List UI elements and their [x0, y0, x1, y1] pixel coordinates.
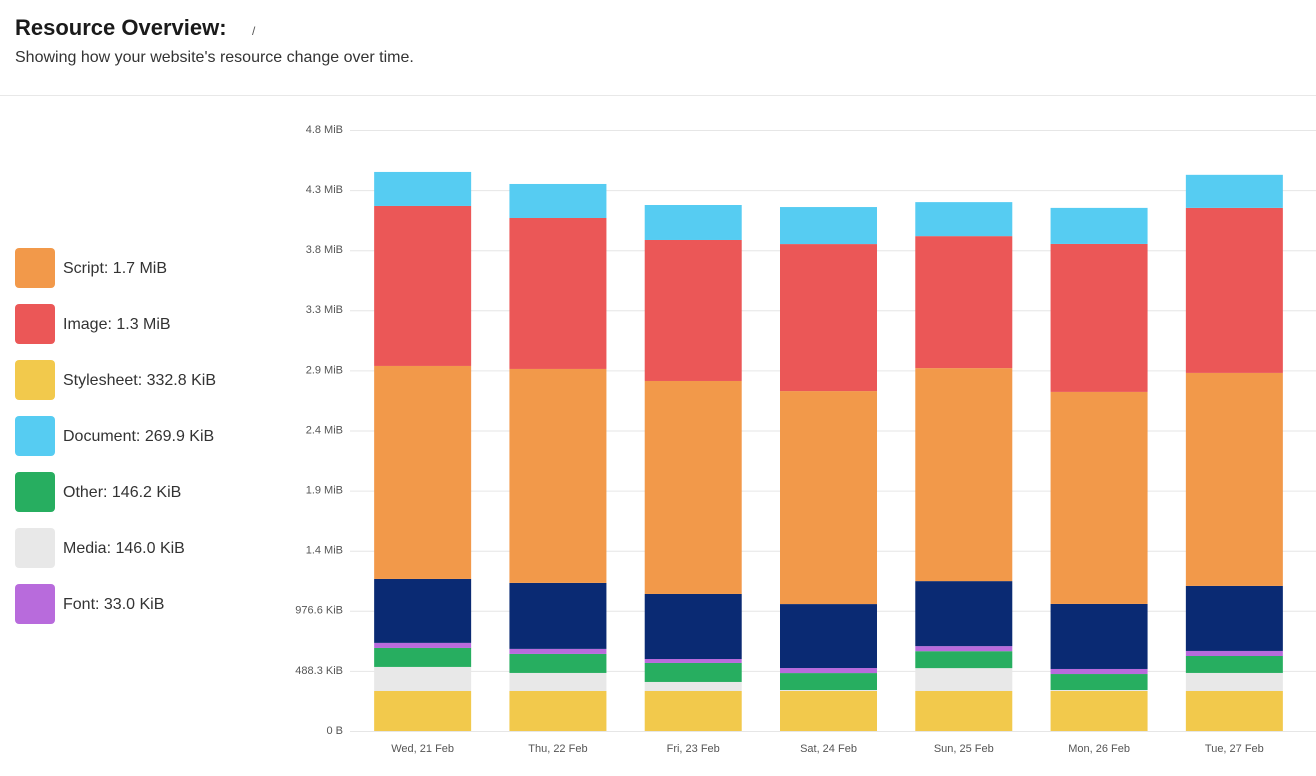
legend-label: Stylesheet: 332.8 KiB [63, 372, 216, 389]
bar-segment [780, 690, 877, 731]
bar-segment [644, 659, 742, 663]
bar-segment [644, 690, 742, 731]
legend-label: Media: 146.0 KiB [63, 540, 185, 557]
bar-segment [915, 368, 1013, 582]
bar-segment [915, 651, 1013, 669]
legend-swatch [15, 528, 55, 568]
bar-segment [644, 681, 742, 691]
y-tick-label: 3.8 MiB [306, 244, 343, 256]
bar-segment [644, 205, 742, 240]
bar-segment [780, 673, 877, 691]
legend-swatch [15, 472, 55, 512]
legend-swatch [15, 248, 55, 288]
bar-segment [509, 672, 607, 691]
bar-segment [644, 593, 742, 660]
bar-segment [1050, 243, 1148, 392]
bar-segment [644, 239, 742, 381]
bar-segment [1050, 668, 1148, 675]
y-tick-label: 2.4 MiB [306, 424, 343, 436]
legend-swatch [15, 304, 55, 344]
y-tick-label: 2.9 MiB [306, 364, 343, 376]
x-tick-label: Wed, 21 Feb [391, 743, 454, 755]
y-tick-label: 1.9 MiB [306, 485, 343, 497]
bar-segment [644, 380, 742, 594]
bar-segment [915, 236, 1013, 369]
bar-segment [780, 244, 877, 392]
y-tick-label: 4.8 MiB [306, 124, 343, 136]
bar-segment [915, 202, 1013, 237]
bar-segment [1185, 650, 1283, 656]
bar-segment [915, 690, 1013, 731]
y-tick-label: 3.3 MiB [306, 304, 343, 316]
x-tick-label: Tue, 27 Feb [1205, 743, 1264, 755]
bar-segment [1050, 690, 1148, 691]
bar-segment [915, 668, 1013, 691]
bar-segment [780, 391, 877, 605]
bar-segment [1185, 585, 1283, 651]
x-tick-label: Thu, 22 Feb [528, 743, 587, 755]
y-tick-label: 1.4 MiB [306, 545, 343, 557]
bar-segment [1185, 174, 1283, 208]
bar-segment [915, 581, 1013, 647]
bar-segment [374, 205, 472, 366]
bar-segment [1185, 207, 1283, 373]
bar-segment [374, 365, 472, 579]
bar-segment [374, 578, 472, 643]
bar-segment [374, 690, 472, 731]
bar-segment [1185, 690, 1283, 731]
legend-label: Document: 269.9 KiB [63, 428, 214, 445]
subtitle: Showing how your website's resource chan… [15, 49, 414, 66]
bar-segment [509, 217, 607, 369]
legend-swatch [15, 584, 55, 624]
bar-segment [374, 171, 472, 206]
x-tick-label: Sun, 25 Feb [934, 743, 994, 755]
legend-swatch [15, 416, 55, 456]
y-tick-label: 4.3 MiB [306, 184, 343, 196]
bar-segment [509, 648, 607, 654]
legend-label: Image: 1.3 MiB [63, 316, 171, 333]
bar-segment [509, 183, 607, 218]
bar-segment [780, 690, 877, 691]
bar-segment [374, 642, 472, 648]
bar-segment [509, 690, 607, 731]
bar-segment [780, 604, 877, 669]
x-tick-label: Fri, 23 Feb [667, 743, 720, 755]
bar-segment [1185, 372, 1283, 586]
bar-segment [1050, 674, 1148, 691]
bar-segment [509, 368, 607, 583]
bar-segment [1050, 207, 1148, 244]
bar-segment [1185, 655, 1283, 673]
y-tick-label: 0 B [326, 725, 343, 737]
bar-segment [1050, 391, 1148, 604]
bar-segment [1050, 603, 1148, 669]
legend-label: Font: 33.0 KiB [63, 596, 164, 613]
page-title: Resource Overview: [15, 15, 227, 40]
bar-segment [374, 666, 472, 691]
legend-label: Other: 146.2 KiB [63, 484, 181, 501]
bar-segment [509, 653, 607, 673]
x-tick-label: Sat, 24 Feb [800, 743, 857, 755]
bar-segment [644, 662, 742, 682]
bar-segment [780, 207, 877, 245]
bar-segment [915, 646, 1013, 652]
x-tick-label: Mon, 26 Feb [1068, 743, 1130, 755]
bar-segment [509, 582, 607, 649]
bar-segment [780, 668, 877, 674]
bar-segment [1185, 672, 1283, 691]
bar-segment [1050, 690, 1148, 731]
y-tick-label: 488.3 KiB [295, 665, 343, 677]
breadcrumb: / [252, 24, 256, 38]
bar-segment [374, 647, 472, 667]
legend-label: Script: 1.7 MiB [63, 260, 167, 277]
legend-swatch [15, 360, 55, 400]
y-tick-label: 976.6 KiB [295, 605, 343, 617]
